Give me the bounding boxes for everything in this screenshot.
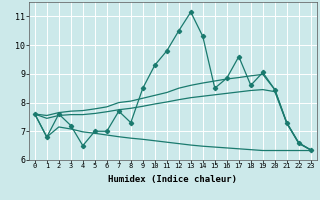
X-axis label: Humidex (Indice chaleur): Humidex (Indice chaleur) — [108, 175, 237, 184]
